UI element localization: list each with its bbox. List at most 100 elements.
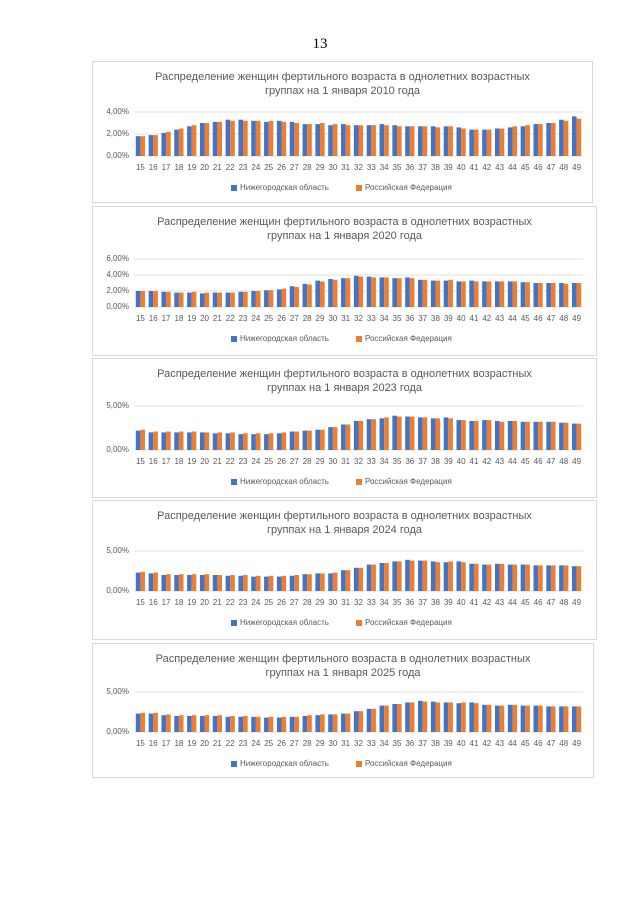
bar <box>153 712 158 732</box>
bar <box>550 421 556 450</box>
bar <box>435 562 441 591</box>
x-tick-label: 25 <box>264 163 273 172</box>
bar <box>353 125 359 156</box>
x-tick-label: 42 <box>482 314 491 323</box>
bar <box>353 711 359 732</box>
bar <box>494 563 500 591</box>
bar <box>315 573 321 591</box>
bar <box>238 716 244 732</box>
x-tick-label: 16 <box>149 314 158 323</box>
x-tick-label: 21 <box>213 314 222 323</box>
x-tick-label: 27 <box>290 163 299 172</box>
bar <box>353 275 359 307</box>
bar <box>148 713 154 732</box>
legend-label: Российская Федерация <box>365 759 452 768</box>
bar <box>199 123 205 156</box>
x-tick-label: 19 <box>187 739 196 748</box>
bar <box>576 118 582 156</box>
bar <box>140 712 146 732</box>
x-tick-label: 28 <box>303 598 312 607</box>
chart-svg: 0,00% 5,00% 15 16 17 18 19 20 21 22 23 24 25 26 27 28 29… <box>106 401 583 486</box>
x-tick-label: 17 <box>162 314 171 323</box>
legend-swatch <box>231 336 237 342</box>
x-tick-label: 36 <box>405 739 414 748</box>
x-tick-label: 46 <box>534 739 543 748</box>
x-tick-label: 49 <box>572 598 581 607</box>
bar <box>473 129 479 156</box>
bar <box>187 716 192 732</box>
bar <box>294 123 299 156</box>
x-tick-label: 26 <box>277 457 286 466</box>
bar <box>328 573 333 591</box>
bar <box>512 564 518 591</box>
x-tick-label: 39 <box>444 739 453 748</box>
bar <box>525 705 530 732</box>
bar <box>268 575 274 591</box>
x-tick-label: 37 <box>418 314 427 323</box>
bar <box>166 291 171 307</box>
x-tick-label: 38 <box>431 163 440 172</box>
bar <box>255 575 261 591</box>
bar <box>238 119 244 156</box>
bar <box>345 125 351 156</box>
x-tick-label: 45 <box>521 739 530 748</box>
x-tick-label: 18 <box>174 598 183 607</box>
bar <box>525 421 530 450</box>
x-tick-label: 40 <box>457 163 466 172</box>
x-tick-label: 22 <box>226 163 235 172</box>
x-tick-label: 21 <box>213 598 222 607</box>
x-tick-label: 23 <box>239 598 248 607</box>
bar <box>328 714 333 732</box>
bar <box>512 126 518 156</box>
x-tick-label: 19 <box>187 457 196 466</box>
x-tick-label: 36 <box>405 457 414 466</box>
x-tick-label: 43 <box>495 739 504 748</box>
x-tick-label: 19 <box>187 314 196 323</box>
legend-swatch <box>356 185 362 191</box>
bar <box>384 563 389 591</box>
x-tick-label: 39 <box>444 457 453 466</box>
x-tick-label: 22 <box>226 598 235 607</box>
x-tick-label: 30 <box>328 739 337 748</box>
bar <box>276 289 282 307</box>
x-tick-label: 32 <box>354 457 363 466</box>
x-tick-label: 43 <box>495 314 504 323</box>
bar <box>422 560 428 591</box>
bar <box>289 121 295 156</box>
bar <box>396 278 402 307</box>
x-tick-label: 31 <box>341 598 350 607</box>
y-tick-label: 0,00% <box>106 445 129 454</box>
bar <box>307 574 312 591</box>
bar <box>559 283 564 307</box>
bar <box>409 126 415 156</box>
bar <box>153 431 158 450</box>
legend-label: Нижегородская область <box>240 618 329 627</box>
bar <box>161 291 167 307</box>
bar <box>320 281 325 307</box>
bar <box>405 559 410 591</box>
bar <box>392 704 397 732</box>
bar <box>430 126 436 156</box>
bar <box>538 565 543 591</box>
bar <box>486 420 492 450</box>
x-tick-label: 46 <box>534 314 543 323</box>
x-tick-label: 31 <box>341 739 350 748</box>
bar <box>371 564 376 591</box>
bar <box>217 715 223 732</box>
x-tick-label: 24 <box>251 739 260 748</box>
bar <box>525 125 530 156</box>
x-tick-label: 33 <box>367 739 376 748</box>
bar <box>187 126 192 156</box>
x-tick-label: 49 <box>572 457 581 466</box>
legend-label: Нижегородская область <box>240 334 329 343</box>
x-tick-label: 30 <box>328 314 337 323</box>
x-tick-label: 35 <box>393 314 402 323</box>
x-tick-label: 28 <box>303 314 312 323</box>
bar <box>268 716 274 732</box>
bar <box>315 280 321 307</box>
bar <box>384 277 389 307</box>
x-tick-label: 20 <box>200 163 209 172</box>
legend-label: Российская Федерация <box>365 183 452 192</box>
bar <box>187 432 192 450</box>
